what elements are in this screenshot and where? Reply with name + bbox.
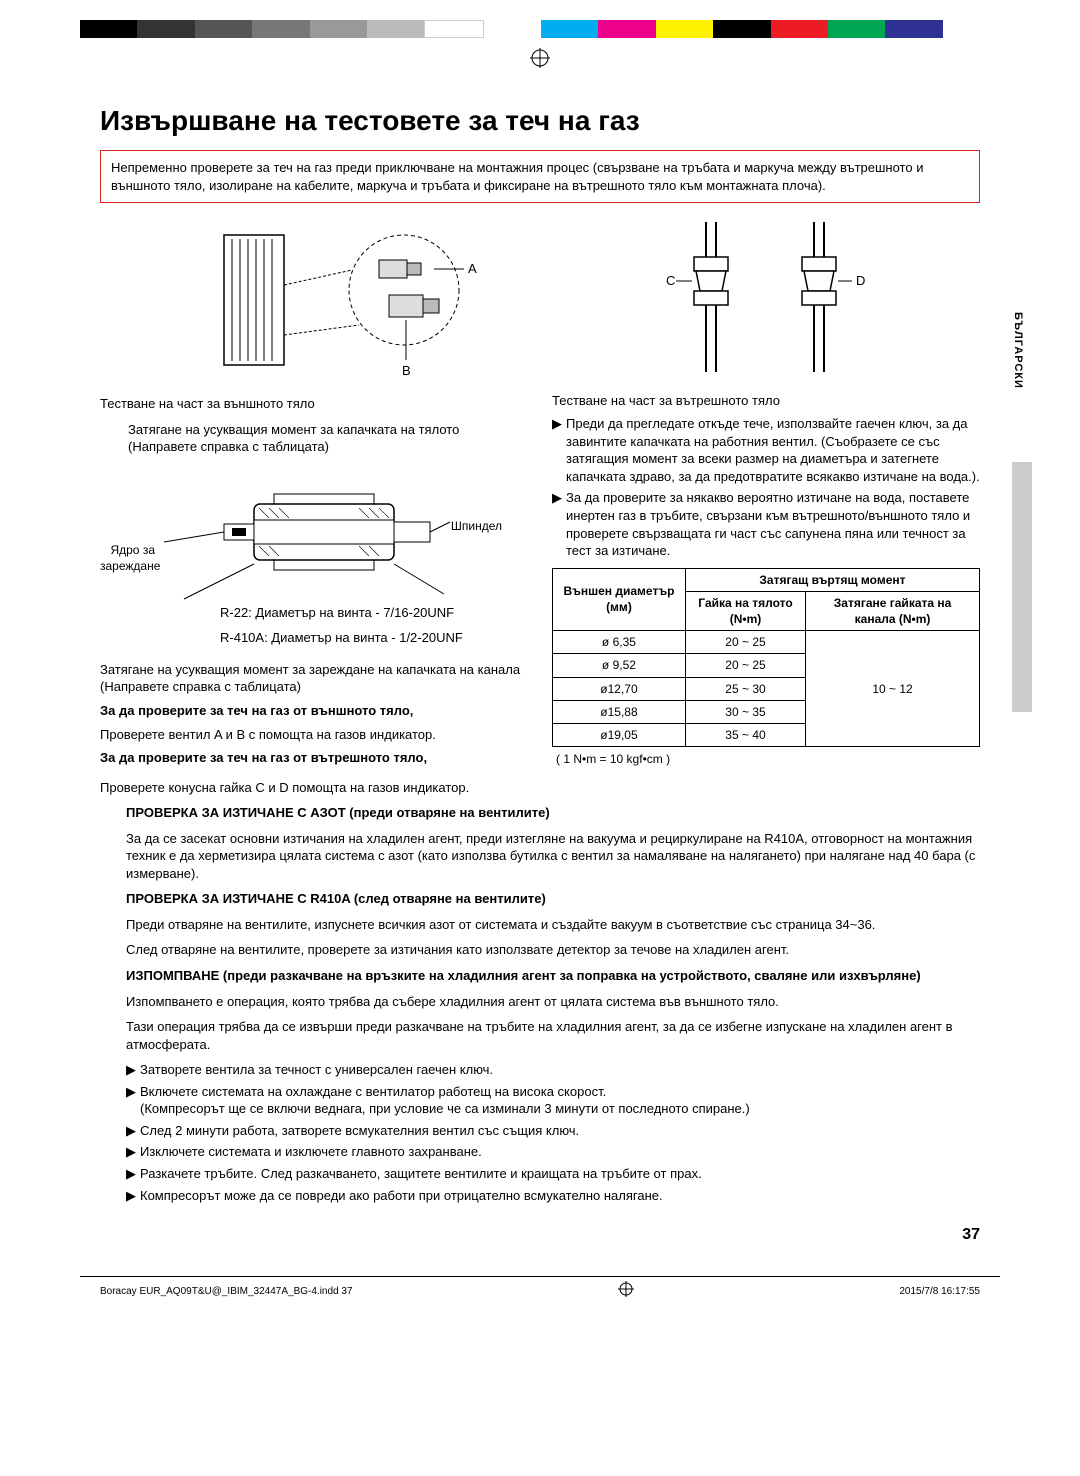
label-d: D bbox=[856, 273, 865, 288]
print-footer: Boracay EUR_AQ09T&U@_IBIM_32447A_BG-4.in… bbox=[0, 1277, 1080, 1308]
spindle-label: Шпиндел bbox=[451, 518, 502, 534]
check-external-text: Проверете вентил A и B с помощта на газо… bbox=[100, 726, 528, 744]
th-body: Гайка на тялото (N•m) bbox=[685, 591, 805, 630]
section3-heading: ИЗПОМПВАНЕ (преди разкачване на връзките… bbox=[126, 967, 980, 985]
check-external-heading: За да проверите за теч на газ от външнот… bbox=[100, 702, 528, 720]
th-torque: Затягащ въртящ момент bbox=[685, 568, 979, 591]
outdoor-caption: Тестване на част за външното тяло bbox=[100, 395, 528, 413]
torque-table: Външен диаметър (мм) Затягащ въртящ моме… bbox=[552, 568, 980, 748]
color-registration-bar bbox=[80, 20, 1000, 38]
section2-text1: Преди отваряне на вентилите, изпуснете в… bbox=[126, 916, 980, 934]
torque-note: ( 1 N•m = 10 kgf•cm ) bbox=[556, 751, 980, 767]
page-title: Извършване на тестовете за теч на газ bbox=[100, 102, 980, 140]
footer-stamp: 2015/7/8 16:17:55 bbox=[899, 1285, 980, 1299]
check-internal-text: Проверете конусна гайка C и D помощта на… bbox=[100, 779, 980, 797]
right-column: C D Тестване на част за вътрешното тяло … bbox=[552, 217, 980, 772]
torque-channel-note: Затягане на усукващия момент за зареждан… bbox=[100, 661, 528, 696]
registration-mark-top bbox=[0, 48, 1080, 74]
side-gray-bar bbox=[1012, 462, 1032, 712]
section2-heading: ПРОВЕРКА ЗА ИЗТИЧАНЕ С R410A (след отвар… bbox=[126, 890, 980, 908]
th-outer: Външен диаметър (мм) bbox=[553, 568, 686, 631]
pumpdown-steps: ▶Затворете вентила за течност с универса… bbox=[126, 1061, 980, 1204]
language-tab: БЪЛГАРСКИ bbox=[1010, 312, 1025, 389]
registration-mark-bottom bbox=[618, 1281, 634, 1304]
section3-text2: Тази операция трябва да се извърши преди… bbox=[126, 1018, 980, 1053]
label-c: C bbox=[666, 273, 675, 288]
indoor-unit-diagram: C D bbox=[552, 217, 980, 382]
label-b: B bbox=[402, 363, 411, 378]
indoor-caption: Тестване на част за вътрешното тяло bbox=[552, 392, 980, 410]
check-internal-heading: За да проверите за теч на газ от вътрешн… bbox=[100, 749, 528, 767]
intro-warning-box: Непременно проверете за теч на газ преди… bbox=[100, 150, 980, 203]
section2-text2: След отваряне на вентилите, проверете за… bbox=[126, 941, 980, 959]
section3-text1: Изпомпването е операция, която трябва да… bbox=[126, 993, 980, 1011]
section1-heading: ПРОВЕРКА ЗА ИЗТИЧАНЕ С АЗОТ (преди отвар… bbox=[126, 804, 980, 822]
r410a-note: R-410A: Диаметър на винта - 1/2-20UNF bbox=[220, 629, 528, 647]
bullet-2: ▶За да проверите за някакво вероятно изт… bbox=[552, 489, 980, 559]
page-number: 37 bbox=[100, 1224, 980, 1246]
torque-cap-note: Затягане на усукващия момент за капачкат… bbox=[128, 421, 528, 456]
label-a: A bbox=[468, 261, 477, 276]
outdoor-unit-diagram: A B bbox=[100, 225, 528, 385]
section1-text: За да се засекат основни изтичания на хл… bbox=[126, 830, 980, 883]
core-label: Ядро за зареждане bbox=[100, 542, 155, 574]
footer-file: Boracay EUR_AQ09T&U@_IBIM_32447A_BG-4.in… bbox=[100, 1285, 353, 1299]
th-channel: Затягане гайката на канала (N•m) bbox=[806, 591, 980, 630]
valve-cross-section-diagram: Ядро за зареждане Шпиндел bbox=[100, 464, 528, 622]
left-column: A B Тестване на част за външното тяло За… bbox=[100, 217, 528, 772]
bullet-1: ▶Преди да прегледате откъде тече, използ… bbox=[552, 415, 980, 485]
